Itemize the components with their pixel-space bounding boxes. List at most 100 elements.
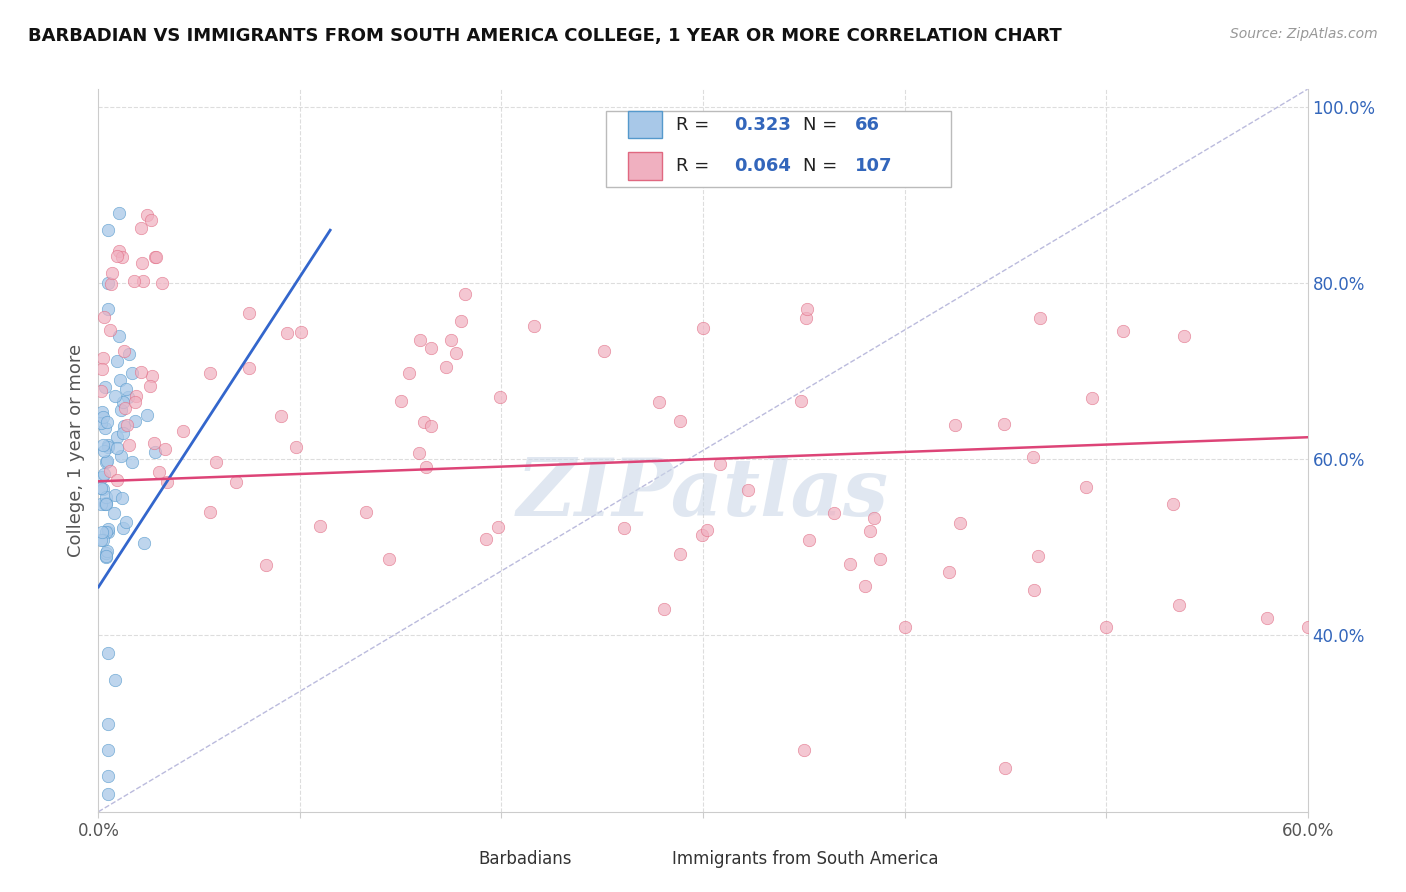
- Point: [409, 333, 432, 347]
- Point: [853, 579, 876, 593]
- Point: [378, 552, 401, 566]
- Point: [1024, 583, 1046, 598]
- Point: [97, 769, 120, 783]
- Text: R =: R =: [676, 157, 716, 175]
- Point: [114, 515, 136, 529]
- Point: [91, 409, 114, 424]
- Point: [110, 450, 132, 464]
- Point: [96, 453, 118, 467]
- Point: [1161, 497, 1184, 511]
- Point: [96, 497, 118, 511]
- Point: [692, 528, 714, 542]
- Point: [1076, 480, 1098, 494]
- Point: [489, 390, 512, 404]
- Point: [117, 390, 139, 404]
- Point: [105, 248, 128, 262]
- Point: [948, 516, 970, 531]
- Point: [593, 344, 616, 359]
- Point: [172, 424, 194, 438]
- Point: [613, 521, 636, 535]
- Point: [96, 544, 118, 558]
- Point: [647, 395, 669, 409]
- Point: [105, 430, 128, 444]
- Point: [100, 277, 122, 291]
- Point: [97, 438, 120, 452]
- Point: [141, 213, 163, 227]
- Point: [796, 301, 818, 316]
- Point: [97, 522, 120, 536]
- Point: [156, 475, 179, 489]
- Point: [1081, 392, 1104, 406]
- Text: ZIPatlas: ZIPatlas: [517, 455, 889, 533]
- Point: [93, 310, 115, 325]
- Point: [198, 366, 221, 380]
- Point: [97, 716, 120, 731]
- Point: [131, 256, 153, 270]
- Text: BARBADIAN VS IMMIGRANTS FROM SOUTH AMERICA COLLEGE, 1 YEAR OR MORE CORRELATION C: BARBADIAN VS IMMIGRANTS FROM SOUTH AMERI…: [28, 27, 1062, 45]
- Point: [413, 415, 436, 429]
- Point: [108, 373, 131, 387]
- Point: [90, 416, 112, 430]
- Point: [1112, 324, 1135, 338]
- Point: [143, 445, 166, 459]
- Point: [709, 457, 731, 471]
- Point: [434, 359, 457, 374]
- Point: [129, 221, 152, 235]
- Point: [994, 761, 1017, 775]
- Point: [107, 354, 129, 368]
- Point: [114, 401, 136, 415]
- Point: [139, 378, 162, 392]
- Point: [110, 491, 132, 506]
- Text: 0.323: 0.323: [734, 116, 792, 134]
- Point: [90, 525, 112, 540]
- Point: [103, 389, 125, 403]
- Point: [93, 444, 115, 458]
- Point: [475, 532, 498, 546]
- Point: [96, 546, 118, 560]
- Text: 0.064: 0.064: [734, 157, 792, 175]
- Point: [1095, 620, 1118, 634]
- Point: [107, 329, 129, 343]
- Point: [486, 520, 509, 534]
- Point: [444, 345, 467, 359]
- Point: [111, 250, 134, 264]
- Point: [290, 325, 312, 339]
- Point: [238, 306, 260, 320]
- Point: [454, 286, 477, 301]
- FancyBboxPatch shape: [437, 847, 471, 870]
- Point: [859, 524, 882, 539]
- FancyBboxPatch shape: [628, 152, 662, 179]
- Point: [125, 389, 148, 403]
- Point: [797, 533, 820, 548]
- Point: [823, 506, 845, 520]
- Point: [107, 244, 129, 259]
- Point: [692, 321, 714, 335]
- Point: [354, 505, 377, 519]
- Point: [389, 394, 412, 409]
- Point: [938, 565, 960, 579]
- Point: [943, 417, 966, 432]
- Point: [114, 343, 136, 358]
- Point: [117, 438, 139, 452]
- Point: [115, 417, 138, 432]
- Point: [136, 408, 159, 422]
- Point: [238, 361, 260, 376]
- Point: [869, 551, 891, 566]
- Text: Barbadians: Barbadians: [478, 850, 572, 868]
- Point: [94, 490, 117, 504]
- Text: Source: ZipAtlas.com: Source: ZipAtlas.com: [1230, 27, 1378, 41]
- Point: [408, 446, 430, 460]
- Point: [110, 402, 132, 417]
- Point: [270, 409, 292, 423]
- Point: [94, 455, 117, 469]
- Point: [96, 415, 118, 429]
- Point: [205, 455, 228, 469]
- Point: [1296, 620, 1319, 634]
- Point: [90, 533, 112, 547]
- Text: N =: N =: [803, 157, 844, 175]
- Point: [107, 205, 129, 219]
- Point: [135, 208, 157, 222]
- Point: [96, 524, 118, 539]
- Point: [523, 318, 546, 333]
- Point: [112, 418, 135, 433]
